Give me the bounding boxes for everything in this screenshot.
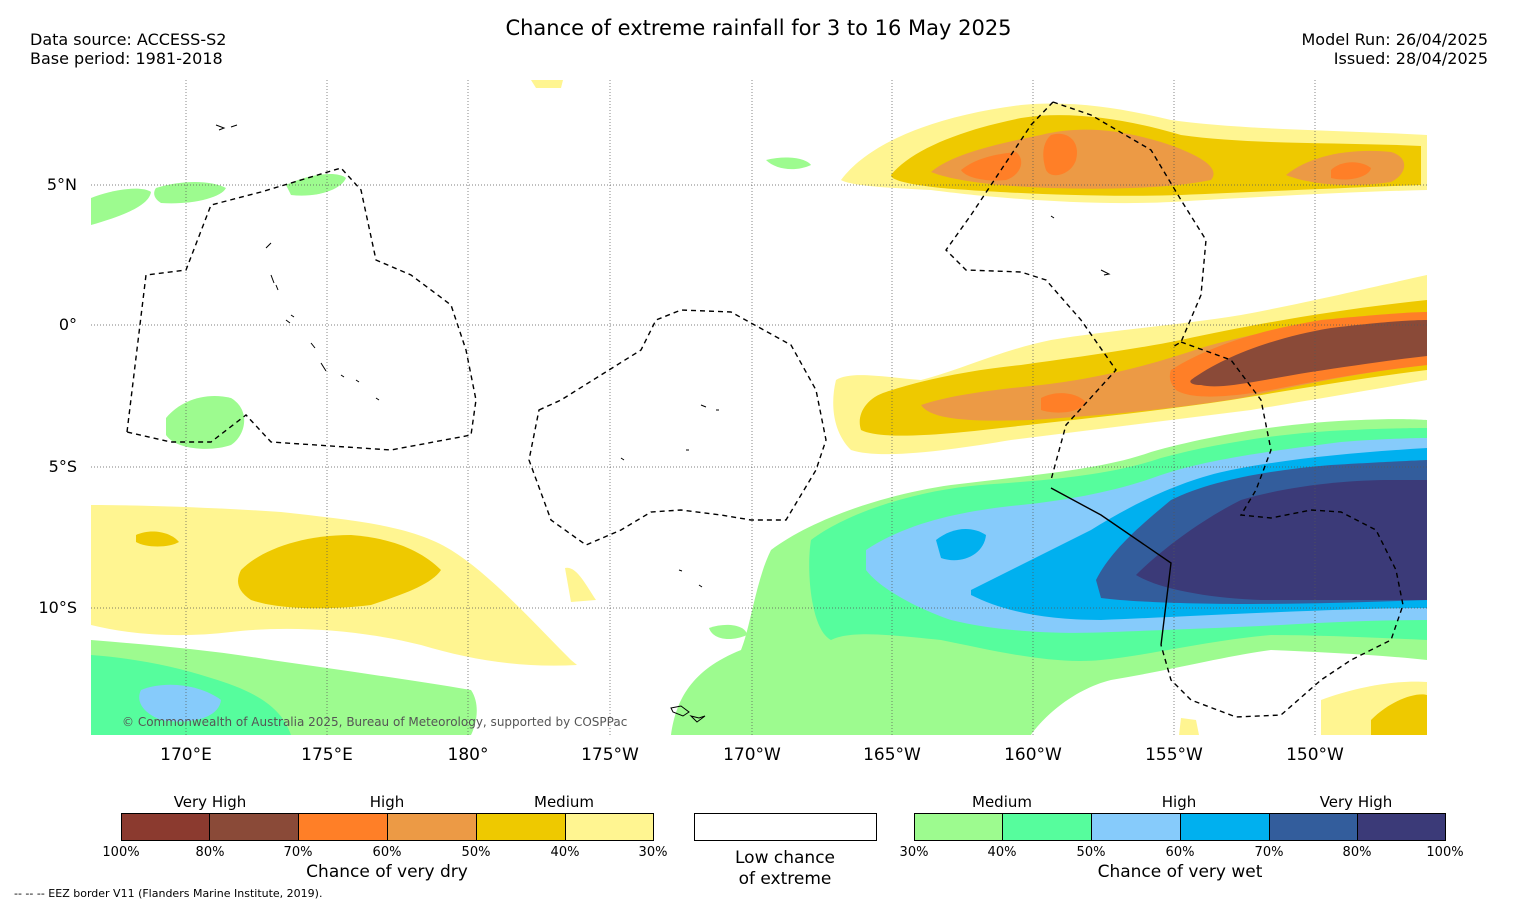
- dry-swatch-6: [565, 813, 654, 841]
- wet-region-west-mid: [166, 396, 245, 449]
- eez-kiribati-gilbert: [126, 167, 477, 451]
- wet-swatch-3: [1091, 813, 1181, 841]
- eez-line-islands: [1052, 101, 1207, 349]
- low-chance-swatch: [694, 813, 877, 841]
- dry-tick-70: 70%: [283, 845, 313, 860]
- dry-tick-80: 80%: [195, 845, 225, 860]
- wet-tick-60: 60%: [1165, 845, 1195, 860]
- dry-swatch-4: [387, 813, 477, 841]
- lat-label-10s: 10°S: [38, 598, 77, 617]
- wet-region-southwest-50: [139, 684, 221, 722]
- dry-swatch-3: [298, 813, 388, 841]
- wet-tick-70: 70%: [1254, 845, 1284, 860]
- dry-region-southwest-medium-2: [136, 531, 179, 547]
- dry-region-southeast-medium: [1371, 694, 1427, 735]
- dry-legend-header-veryhigh: Very High: [173, 793, 247, 811]
- wet-swatch-2: [1002, 813, 1092, 841]
- dry-swatch-2: [209, 813, 299, 841]
- lon-label-165w: 165°W: [863, 745, 921, 765]
- lon-label-155w: 155°W: [1145, 745, 1203, 765]
- wet-region-northwest-2: [154, 182, 226, 204]
- low-chance-line2: of extreme: [738, 869, 832, 889]
- map-canvas: [91, 80, 1427, 735]
- dry-region-equator-deep-2: [1041, 393, 1086, 413]
- rainfall-map: [91, 80, 1427, 735]
- dry-tick-30: 30%: [638, 845, 668, 860]
- dry-region-north-deep-east: [1331, 162, 1371, 180]
- dry-region-southwest-medium: [238, 535, 441, 609]
- dry-region-top-light: [531, 80, 563, 88]
- low-chance-caption: Low chance of extreme: [685, 848, 885, 890]
- model-run: Model Run: 26/04/2025: [1301, 30, 1489, 49]
- wet-region-small-1: [709, 624, 747, 640]
- lon-label-175w: 175°W: [581, 745, 639, 765]
- wet-tick-100: 100%: [1426, 845, 1464, 860]
- dry-region-small-light: [565, 567, 596, 602]
- eez-phoenix: [528, 309, 827, 546]
- eez-line-islands-west: [945, 101, 1117, 481]
- lon-label-150w: 150°W: [1286, 745, 1344, 765]
- low-chance-line1: Low chance: [735, 848, 835, 868]
- wet-tick-30: 30%: [899, 845, 929, 860]
- lat-label-5s: 5°S: [48, 457, 77, 476]
- wet-swatch-6: [1357, 813, 1446, 841]
- map-title: Chance of extreme rainfall for 3 to 16 M…: [505, 16, 1012, 40]
- lon-label-160w: 160°W: [1004, 745, 1062, 765]
- dry-region-tiny-light: [1179, 718, 1199, 735]
- dry-region-north-deep: [961, 152, 1022, 181]
- wet-region-small-2: [766, 157, 811, 170]
- base-period: Base period: 1981-2018: [30, 49, 223, 68]
- lon-label-180: 180°: [447, 745, 489, 765]
- wet-region-south-80: [1136, 480, 1427, 600]
- dry-tick-50: 50%: [461, 845, 491, 860]
- wet-legend-header-veryhigh: Very High: [1319, 793, 1393, 811]
- wet-legend-caption: Chance of very wet: [1097, 862, 1263, 882]
- wet-swatch-1: [914, 813, 1003, 841]
- dry-legend-header-medium: Medium: [534, 793, 594, 811]
- dry-tick-40: 40%: [550, 845, 580, 860]
- wet-tick-80: 80%: [1342, 845, 1372, 860]
- issued-date: Issued: 28/04/2025: [1333, 49, 1488, 68]
- lon-label-170w: 170°W: [723, 745, 781, 765]
- run-info: Model Run: 26/04/2025 Issued: 28/04/2025: [1302, 30, 1489, 68]
- copyright-notice: © Commonwealth of Australia 2025, Bureau…: [122, 715, 628, 729]
- eez-borders: [126, 101, 1404, 718]
- dry-tick-60: 60%: [372, 845, 402, 860]
- dry-tick-100: 100%: [102, 845, 140, 860]
- islands: [215, 124, 1111, 723]
- dry-region-equator-veryhigh: [1190, 320, 1427, 387]
- lon-label-175e: 175°E: [301, 745, 353, 765]
- lat-label-5n: 5°N: [46, 175, 77, 194]
- dry-swatch-5: [476, 813, 566, 841]
- lon-label-170e: 170°E: [160, 745, 212, 765]
- wet-legend-header-medium: Medium: [972, 793, 1032, 811]
- dry-legend-caption: Chance of very dry: [306, 862, 468, 882]
- wet-tick-40: 40%: [987, 845, 1017, 860]
- wet-legend-header-high: High: [1161, 793, 1197, 811]
- dry-region-north-deep-2: [1043, 133, 1077, 176]
- lat-label-0: 0°: [58, 315, 77, 334]
- graticule: [91, 80, 1427, 735]
- wet-tick-50: 50%: [1076, 845, 1106, 860]
- data-source-info: Data source: ACCESS-S2 Base period: 1981…: [30, 30, 226, 68]
- wet-swatch-5: [1269, 813, 1358, 841]
- dry-swatch-1: [121, 813, 210, 841]
- wet-region-south-60-west: [936, 528, 986, 561]
- wet-swatch-4: [1180, 813, 1270, 841]
- wet-region-northwest-1: [91, 188, 151, 225]
- dry-legend-header-high: High: [369, 793, 405, 811]
- maritime-boundary-solid: [1050, 487, 1172, 646]
- data-source: Data source: ACCESS-S2: [30, 30, 227, 49]
- eez-border-note: -- -- -- EEZ border V11 (Flanders Marine…: [14, 887, 323, 900]
- eez-cook-east: [1160, 341, 1404, 718]
